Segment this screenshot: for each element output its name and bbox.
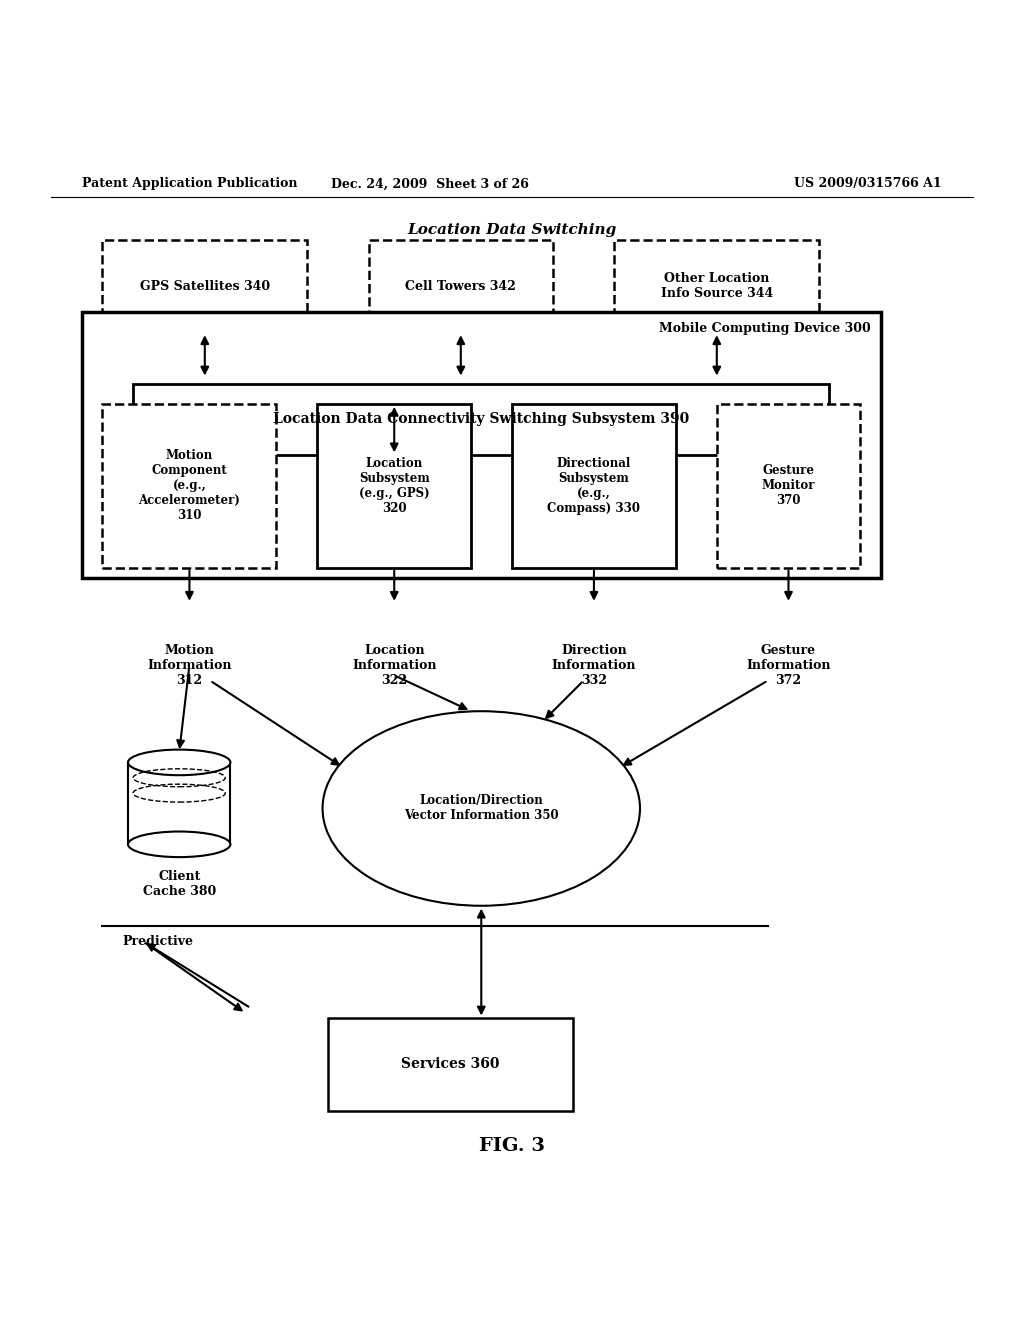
FancyBboxPatch shape <box>614 240 819 333</box>
Text: Client
Cache 380: Client Cache 380 <box>142 870 216 898</box>
FancyBboxPatch shape <box>512 404 676 568</box>
Text: Motion
Component
(e.g.,
Accelerometer)
310: Motion Component (e.g., Accelerometer) 3… <box>138 449 241 523</box>
Text: Direction
Information
332: Direction Information 332 <box>552 644 636 686</box>
Text: Dec. 24, 2009  Sheet 3 of 26: Dec. 24, 2009 Sheet 3 of 26 <box>331 177 529 190</box>
Text: Mobile Computing Device 300: Mobile Computing Device 300 <box>658 322 870 335</box>
FancyBboxPatch shape <box>102 240 307 333</box>
Text: Gesture
Monitor
370: Gesture Monitor 370 <box>762 465 815 507</box>
Text: Location/Direction
Vector Information 350: Location/Direction Vector Information 35… <box>403 795 559 822</box>
FancyBboxPatch shape <box>133 384 829 455</box>
FancyBboxPatch shape <box>369 240 553 333</box>
Text: Other Location
Info Source 344: Other Location Info Source 344 <box>660 272 773 300</box>
Text: Predictive: Predictive <box>123 935 194 948</box>
Text: Directional
Subsystem
(e.g.,
Compass) 330: Directional Subsystem (e.g., Compass) 33… <box>548 457 640 515</box>
FancyBboxPatch shape <box>102 404 276 568</box>
Ellipse shape <box>323 711 640 906</box>
Ellipse shape <box>128 750 230 775</box>
Text: Cell Towers 342: Cell Towers 342 <box>406 280 516 293</box>
FancyBboxPatch shape <box>717 404 860 568</box>
Text: Location Data Switching: Location Data Switching <box>408 223 616 236</box>
Text: Gesture
Information
372: Gesture Information 372 <box>746 644 830 686</box>
Text: Services 360: Services 360 <box>401 1057 500 1072</box>
FancyBboxPatch shape <box>328 1019 573 1110</box>
FancyBboxPatch shape <box>317 404 471 568</box>
Text: Motion
Information
312: Motion Information 312 <box>147 644 231 686</box>
Ellipse shape <box>128 832 230 857</box>
Text: GPS Satellites 340: GPS Satellites 340 <box>139 280 270 293</box>
Text: US 2009/0315766 A1: US 2009/0315766 A1 <box>795 177 942 190</box>
Text: Location Data Connectivity Switching Subsystem 390: Location Data Connectivity Switching Sub… <box>273 412 689 426</box>
Text: Patent Application Publication: Patent Application Publication <box>82 177 297 190</box>
FancyBboxPatch shape <box>128 763 230 845</box>
FancyBboxPatch shape <box>82 312 881 578</box>
Text: Location
Subsystem
(e.g., GPS)
320: Location Subsystem (e.g., GPS) 320 <box>358 457 430 515</box>
Text: FIG. 3: FIG. 3 <box>479 1138 545 1155</box>
Text: Location
Information
322: Location Information 322 <box>352 644 436 686</box>
